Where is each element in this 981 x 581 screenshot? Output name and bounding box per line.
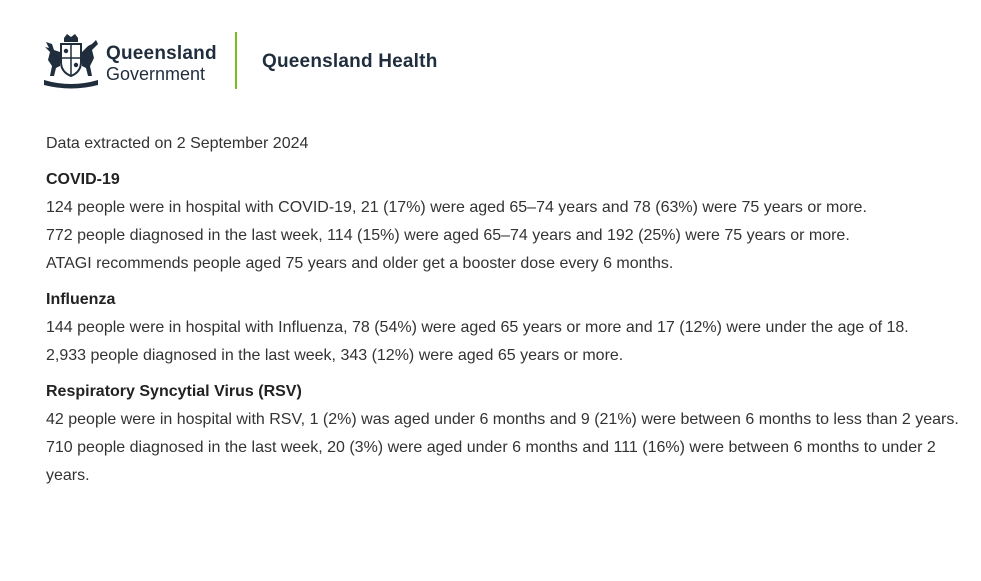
section-line: 2,933 people diagnosed in the last week,…	[46, 347, 624, 364]
section-line: 144 people were in hospital with Influen…	[46, 319, 909, 336]
section-line: 42 people were in hospital with RSV, 1 (…	[46, 411, 959, 428]
section-line: 124 people were in hospital with COVID-1…	[46, 199, 867, 216]
header-divider	[235, 32, 237, 89]
section-rsv: Respiratory Syncytial Virus (RSV) 42 peo…	[46, 378, 966, 490]
section-covid-19: COVID-19 124 people were in hospital wit…	[46, 166, 966, 278]
section-line: 772 people diagnosed in the last week, 1…	[46, 227, 850, 244]
section-heading: Respiratory Syncytial Virus (RSV)	[46, 383, 302, 400]
extract-date: Data extracted on 2 September 2024	[46, 135, 309, 152]
government-wordmark-line2: Government	[106, 64, 206, 84]
page-header: Queensland Government Queensland Health	[40, 30, 960, 92]
section-heading: COVID-19	[46, 171, 120, 188]
report-content: Data extracted on 2 September 2024 COVID…	[46, 130, 966, 498]
government-wordmark: Queensland Government	[106, 43, 217, 85]
section-heading: Influenza	[46, 291, 116, 308]
section-influenza: Influenza 144 people were in hospital wi…	[46, 286, 966, 370]
section-line: 710 people diagnosed in the last week, 2…	[46, 439, 936, 484]
government-wordmark-line1: Queensland	[106, 43, 217, 64]
section-line: ATAGI recommends people aged 75 years an…	[46, 255, 674, 272]
department-name: Queensland Health	[262, 51, 438, 72]
queensland-coat-of-arms-icon	[44, 34, 98, 89]
